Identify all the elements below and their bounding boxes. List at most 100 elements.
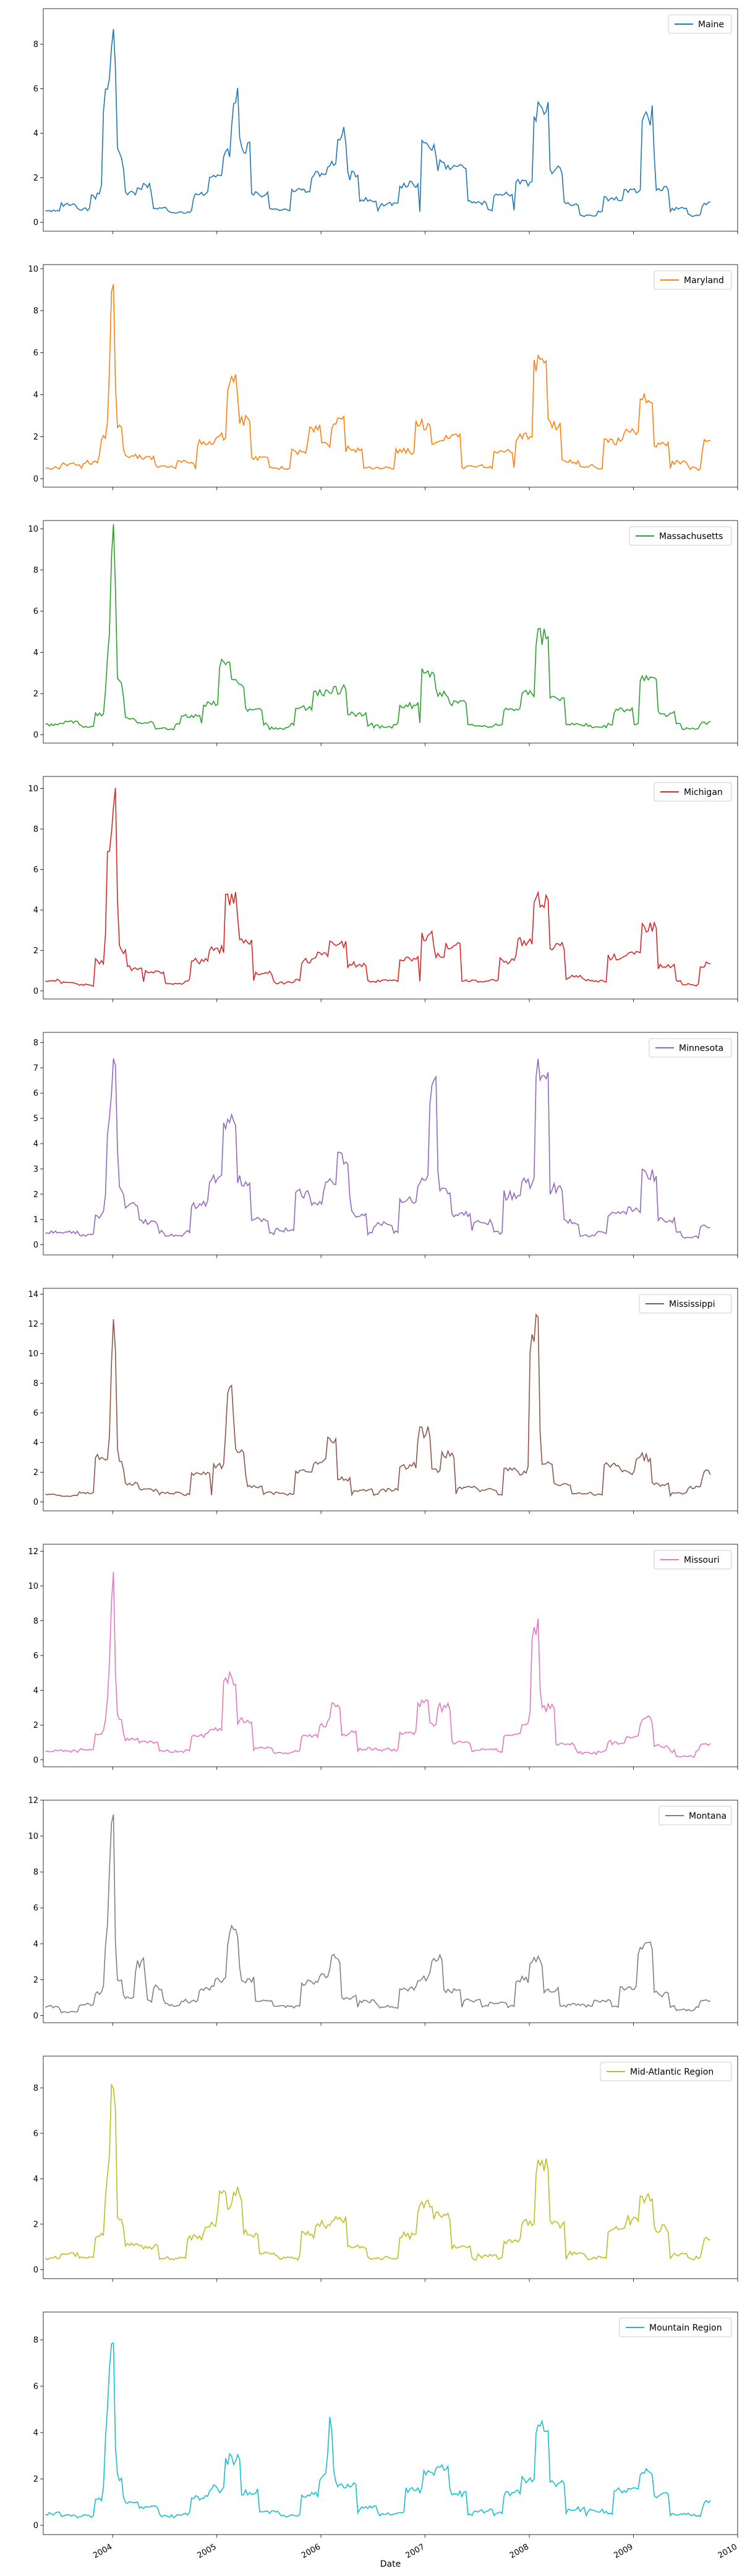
panel-massachusetts: 0 2 4 6 8 10 Massachusetts — [28, 520, 738, 746]
series-line — [45, 284, 711, 472]
legend: Missouri — [654, 1550, 732, 1570]
series-line — [45, 788, 710, 987]
x-tick-label: 2005 — [196, 2542, 218, 2561]
y-tick-label: 2 — [33, 433, 38, 442]
legend-label: Montana — [689, 1811, 727, 1821]
y-tick-label: 2 — [33, 1976, 38, 1985]
legend: Maryland — [654, 270, 732, 290]
y-tick-label: 5 — [33, 1115, 38, 1124]
y-tick-label: 0 — [33, 2266, 38, 2275]
x-tick-label: 2004 — [92, 2542, 114, 2561]
y-tick-label: 6 — [33, 1652, 38, 1661]
legend: Minnesota — [649, 1038, 732, 1058]
y-tick-label: 7 — [33, 1064, 38, 1073]
y-tick-label: 6 — [33, 2383, 38, 2392]
y-tick-label: 8 — [33, 825, 38, 835]
legend-label: Maryland — [684, 276, 724, 286]
y-tick-label: 2 — [33, 2220, 38, 2229]
plot-frame — [43, 1032, 738, 1256]
y-tick-label: 8 — [33, 2084, 38, 2093]
y-tick-label: 4 — [33, 2175, 38, 2184]
plot-frame — [43, 2311, 738, 2535]
y-tick-label: 12 — [28, 1547, 38, 1557]
series-line — [45, 2083, 710, 2261]
plot-frame — [43, 776, 738, 1000]
plot-frame — [43, 264, 738, 488]
legend-box — [629, 526, 732, 546]
panel-mountain-region: 0 2 4 6 8 2004 2005 2006 2007 2008 2009 2010 Mountai… — [33, 2311, 739, 2561]
y-tick-label: 4 — [33, 1686, 38, 1696]
y-tick-label: 0 — [33, 731, 38, 740]
y-tick-label: 0 — [33, 218, 38, 227]
legend-label: Mississippi — [669, 1299, 715, 1309]
y-tick-label: 0 — [33, 475, 38, 484]
y-tick-label: 2 — [33, 174, 38, 183]
y-tick-label: 4 — [33, 129, 38, 138]
y-tick-label: 10 — [28, 784, 38, 794]
legend-box — [654, 270, 732, 290]
legend-label: Minnesota — [679, 1044, 723, 1053]
y-tick-label: 8 — [33, 2336, 38, 2345]
y-tick-label: 8 — [33, 566, 38, 576]
plot-frame — [43, 2055, 738, 2279]
panel-maryland: 0 2 4 6 8 10 Maryland — [28, 264, 738, 490]
series-line — [45, 28, 711, 218]
y-tick-label: 2 — [33, 2475, 38, 2485]
y-tick-label: 4 — [33, 1439, 38, 1448]
x-tick-label: 2007 — [404, 2542, 426, 2561]
series-line — [45, 524, 711, 731]
legend-box — [600, 2062, 732, 2081]
legend: Mountain Region — [619, 2318, 732, 2337]
panel-maine: 0 2 4 6 8 Maine — [33, 8, 738, 234]
plot-frame — [43, 8, 738, 232]
panel-minnesota: 0 1 2 3 4 5 6 7 8 Minnesota — [33, 1032, 738, 1258]
legend-box — [654, 782, 732, 802]
y-tick-label: 4 — [33, 906, 38, 916]
y-tick-label: 0 — [33, 1756, 38, 1765]
y-tick-label: 4 — [33, 648, 38, 658]
y-tick-label: 14 — [28, 1290, 38, 1299]
legend: Montana — [658, 1806, 732, 1826]
y-tick-label: 2 — [33, 690, 38, 699]
y-tick-label: 1 — [33, 1215, 38, 1225]
y-tick-label: 6 — [33, 349, 38, 358]
legend-label: Michigan — [684, 788, 723, 797]
legend-box — [619, 2318, 732, 2337]
legend-label: Maine — [698, 20, 724, 30]
y-tick-label: 6 — [33, 2129, 38, 2138]
x-tick-label: 2009 — [612, 2542, 634, 2561]
y-tick-label: 6 — [33, 1409, 38, 1418]
panel-michigan: 0 2 4 6 8 10 Michigan — [28, 776, 738, 1002]
y-tick-label: 2 — [33, 1190, 38, 1199]
y-tick-label: 8 — [33, 1868, 38, 1877]
panel-montana: 0 2 4 6 8 10 12 Montana — [28, 1796, 738, 2026]
plot-frame — [43, 1288, 738, 1511]
y-tick-label: 10 — [28, 525, 38, 534]
y-tick-label: 6 — [33, 865, 38, 875]
y-tick-label: 8 — [33, 1379, 38, 1388]
y-tick-label: 10 — [28, 1350, 38, 1359]
y-tick-label: 6 — [33, 85, 38, 94]
series-line — [45, 2342, 711, 2519]
y-tick-label: 10 — [28, 265, 38, 274]
y-tick-label: 8 — [33, 307, 38, 316]
series-line — [45, 1814, 710, 2013]
series-line — [45, 1058, 711, 1239]
legend: Maine — [668, 14, 732, 34]
y-tick-label: 8 — [33, 1039, 38, 1048]
y-tick-label: 6 — [33, 607, 38, 616]
x-tick-label: 2006 — [300, 2542, 322, 2561]
legend-box — [649, 1038, 732, 1058]
panel-mid-atlantic-region: 0 2 4 6 8 Mid-Atlantic Region — [33, 2055, 738, 2282]
x-tick-label: 2008 — [508, 2542, 531, 2561]
y-tick-label: 12 — [28, 1796, 38, 1806]
panel-missouri: 0 2 4 6 8 10 12 Missouri — [28, 1544, 738, 1770]
legend-label: Mountain Region — [649, 2323, 722, 2333]
plot-frame — [43, 1544, 738, 1767]
legend: Mississippi — [639, 1294, 732, 1314]
y-tick-label: 6 — [33, 1089, 38, 1099]
y-tick-label: 8 — [33, 1617, 38, 1626]
legend-box — [654, 1550, 732, 1570]
legend-box — [658, 1806, 732, 1826]
